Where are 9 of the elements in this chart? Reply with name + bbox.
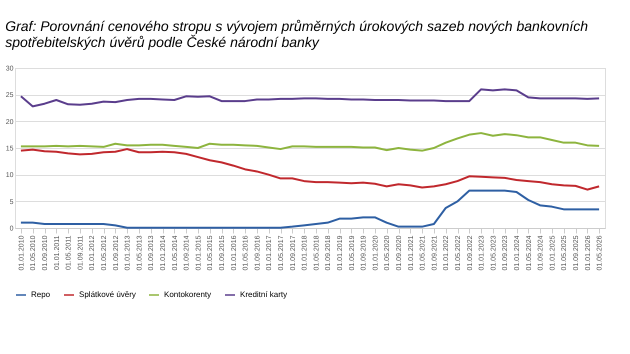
line-series (20, 148, 600, 191)
legend-label: Repo (31, 290, 51, 299)
legend-label: Splátkové úvěry (79, 290, 136, 299)
line-series (20, 190, 600, 229)
chart-title: Graf: Porovnání cenového stropu s vývojem průměrných úrokových sazeb nových bankovních spotřebitelských úvěrů podle České národní banky (5, 18, 588, 50)
legend-label: Kreditní karty (240, 290, 288, 299)
line-series (20, 132, 600, 152)
legend-label: Kontokorenty (164, 290, 212, 299)
line-series (20, 88, 600, 108)
